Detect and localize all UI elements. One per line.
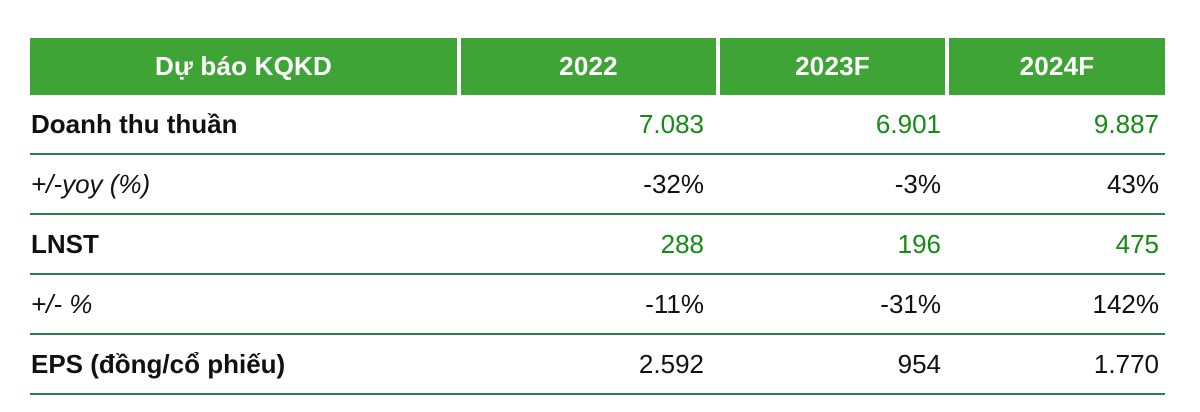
- table-cell: -32%: [643, 168, 704, 199]
- table-cell: 43%: [1106, 168, 1159, 199]
- header-year-2024f: 2024F: [945, 38, 1165, 95]
- table-cell: 9.887: [1093, 108, 1159, 139]
- table-header-row: Dự báo KQKD 2022 2023F 2024F: [30, 38, 1165, 95]
- table-cell: 2.592: [638, 348, 704, 379]
- table-cell: -31%: [880, 288, 941, 319]
- row-label: +/- %: [31, 288, 93, 319]
- table-cell: 1.770: [1093, 348, 1159, 379]
- forecast-table: Dự báo KQKD 2022 2023F 2024F Doanh thu t…: [30, 38, 1165, 395]
- table-cell: 475: [1115, 228, 1159, 259]
- table-row-net-revenue: Doanh thu thuần 7.083 6.901 9.887: [30, 95, 1165, 155]
- table-cell: 142%: [1092, 288, 1160, 319]
- table-row-lnst: LNST 288 196 475: [30, 215, 1165, 275]
- table-cell: 7.083: [638, 108, 704, 139]
- row-label: Doanh thu thuần: [31, 108, 238, 139]
- table-cell: 288: [660, 228, 704, 259]
- header-title: Dự báo KQKD: [154, 51, 333, 81]
- table-row-revenue-yoy: +/-yoy (%) -32% -3% 43%: [30, 155, 1165, 215]
- table-cell: 954: [897, 348, 941, 379]
- row-label: LNST: [31, 228, 99, 259]
- table-cell: -11%: [645, 288, 704, 319]
- table-cell: -3%: [894, 168, 941, 199]
- row-label: EPS (đồng/cổ phiếu): [31, 348, 286, 379]
- header-year-2023f: 2023F: [716, 38, 945, 95]
- table-row-eps: EPS (đồng/cổ phiếu) 2.592 954 1.770: [30, 335, 1165, 395]
- header-year-2022: 2022: [457, 38, 716, 95]
- table-cell: 196: [897, 228, 941, 259]
- row-label: +/-yoy (%): [31, 168, 151, 199]
- table-cell: 6.901: [875, 108, 941, 139]
- table-row-lnst-yoy: +/- % -11% -31% 142%: [30, 275, 1165, 335]
